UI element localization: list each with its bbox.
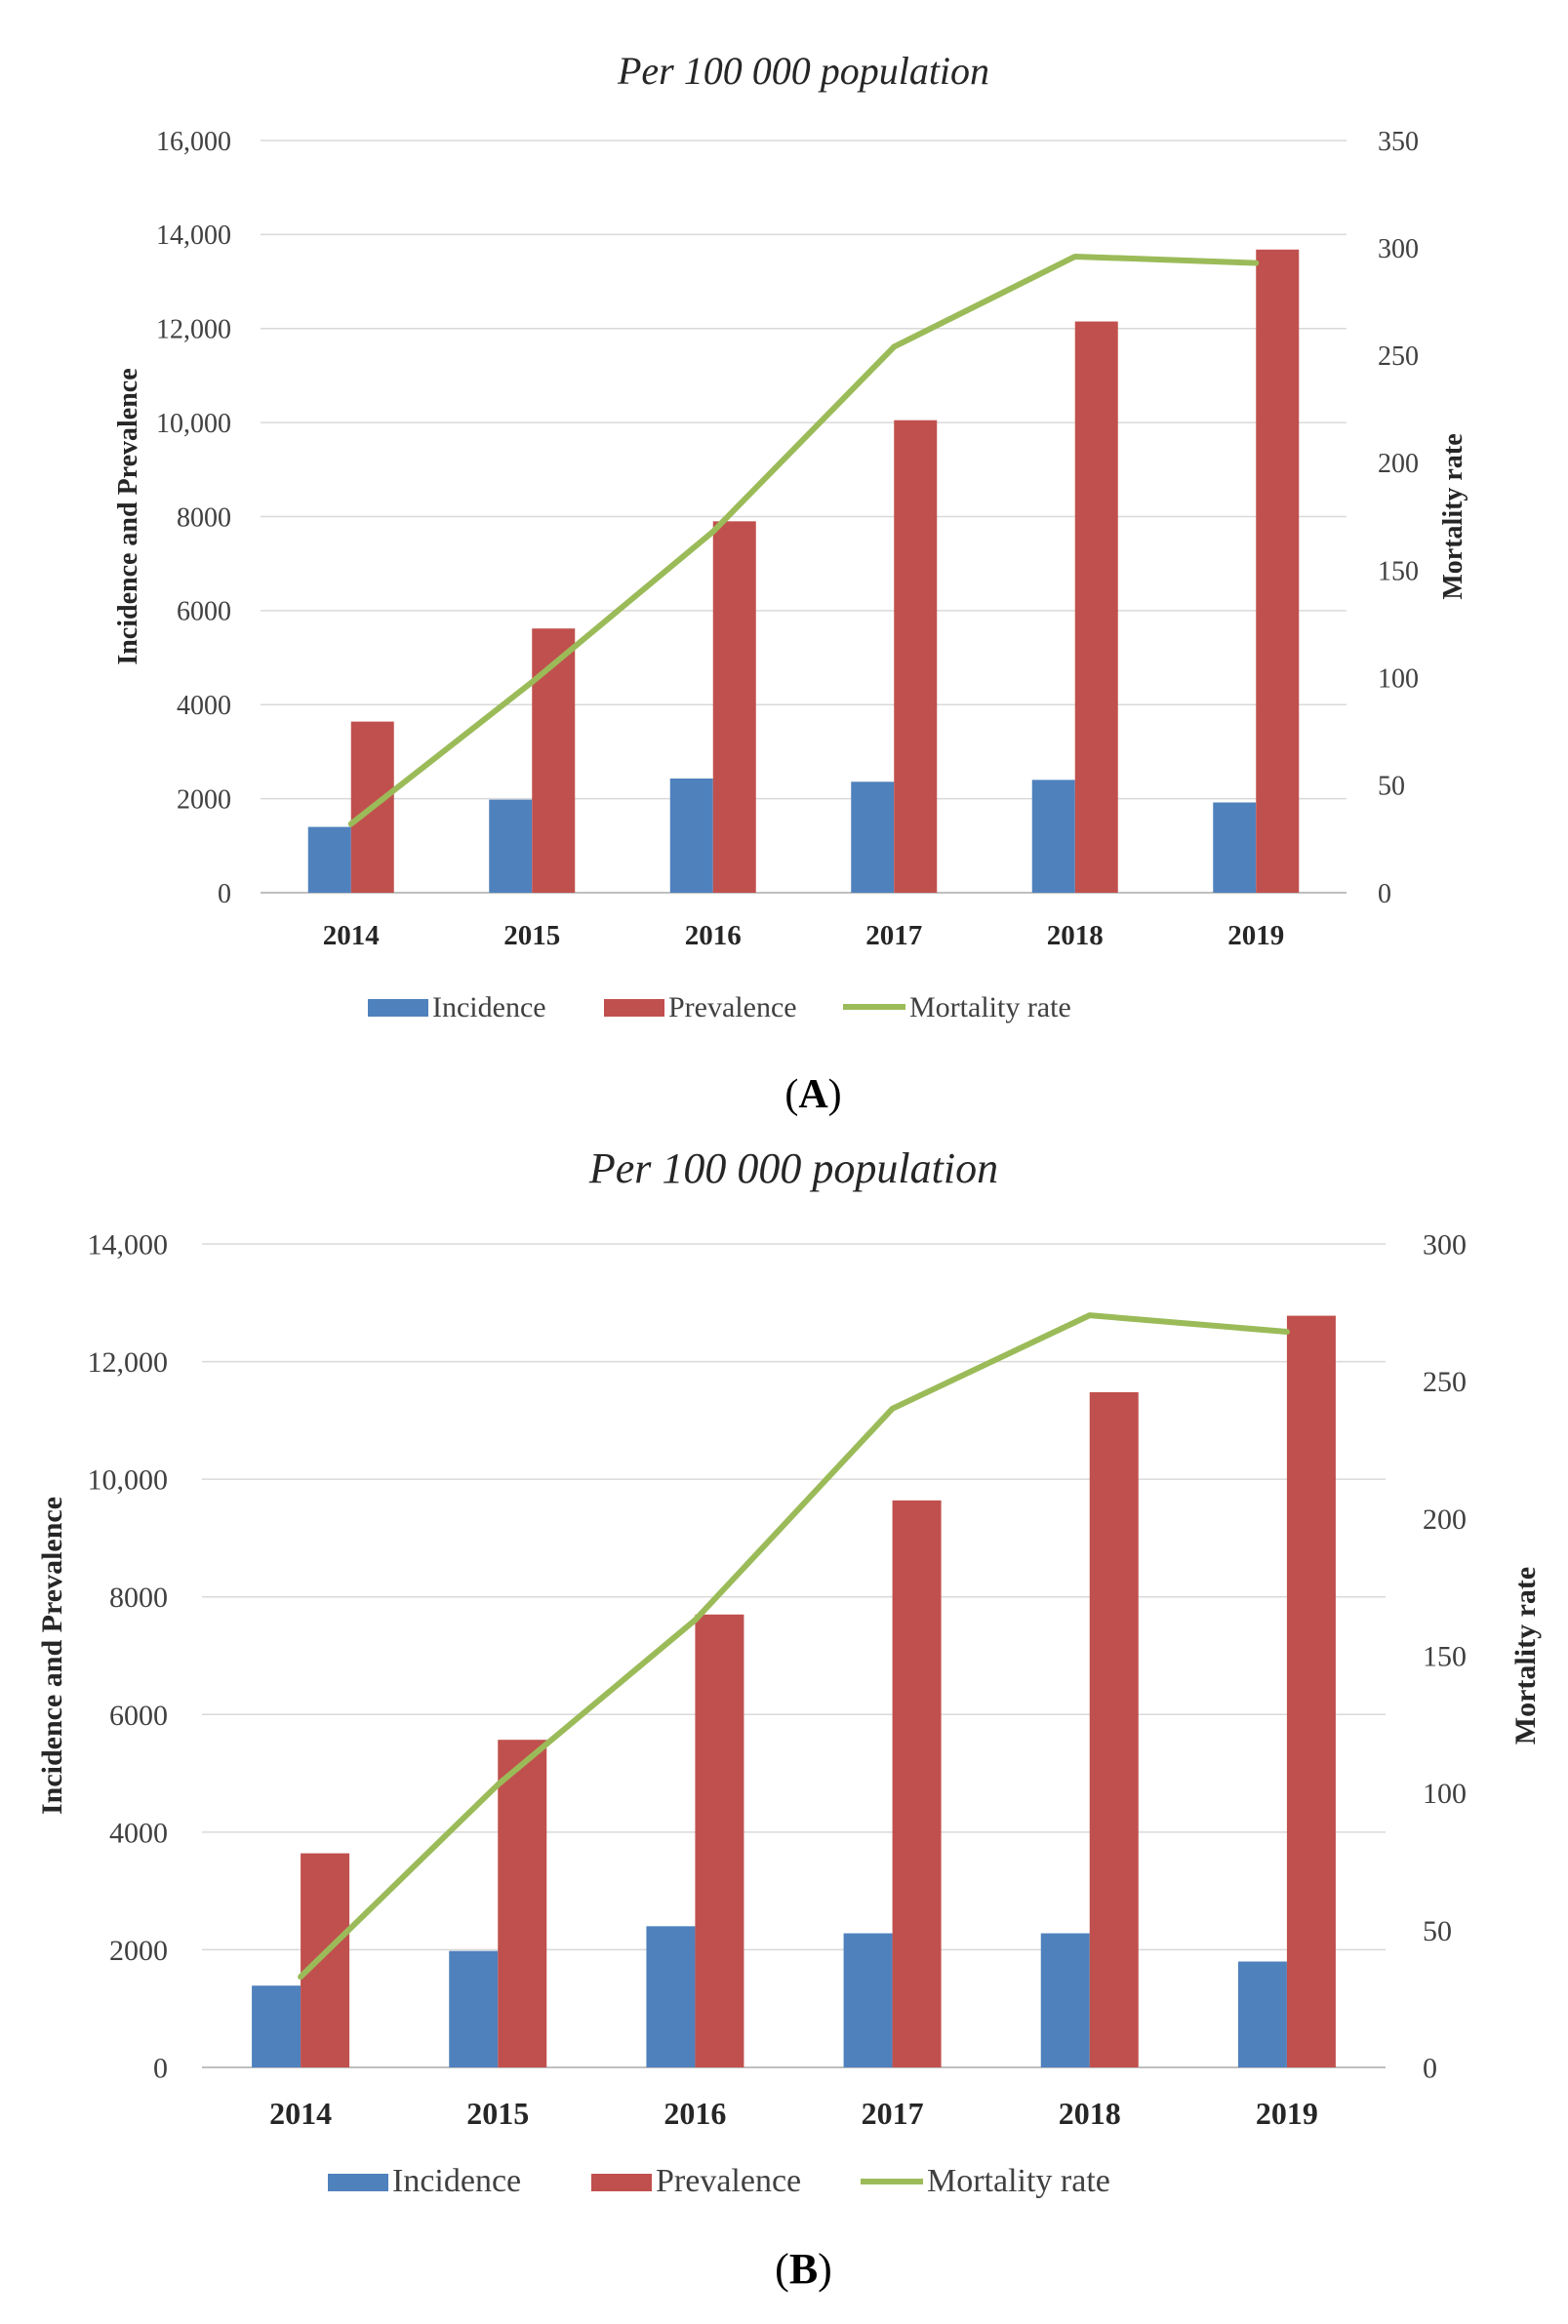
panel-a-y-tick-label: 6000 <box>177 597 231 627</box>
panel-a-incidence-bar <box>669 778 713 893</box>
panel-b-legend-label: Prevalence <box>656 2163 801 2199</box>
panel-b-mortality-rate-line <box>298 1312 1290 1981</box>
panel-a-chart-title: Per 100 000 population <box>617 49 989 93</box>
panel-b-incidence-bar <box>449 1950 499 2067</box>
panel-a-incidence-bar <box>851 781 895 893</box>
panel-b-y2-tick-label: 50 <box>1423 1915 1452 1947</box>
panel-a-legend-swatch-prevalence <box>604 999 664 1017</box>
panel-a-panel-label: (A) <box>784 1072 841 1117</box>
panel-label-part: B <box>789 2245 818 2293</box>
panel-b-y-tick-label: 8000 <box>109 1582 168 1614</box>
panel-a-legend-label: Incidence <box>432 991 546 1023</box>
panel-b-y-axis-label: Incidence and Prevalence <box>36 1497 68 1815</box>
panel-a-legend-label: Prevalence <box>668 991 797 1023</box>
panel-b-y2-tick-label: 100 <box>1423 1778 1467 1810</box>
panel-a-incidence-bar <box>1031 780 1075 893</box>
panel-a-y-tick-label: 2000 <box>177 784 231 815</box>
panel-b-prevalence-bar <box>1286 1315 1336 2067</box>
panel-a-incidence-bar <box>307 826 351 893</box>
panel-a-y-tick-label: 14,000 <box>156 220 231 251</box>
panel-b-y2-axis-label: Mortality rate <box>1509 1567 1542 1744</box>
panel-b-incidence-bar <box>843 1933 893 2067</box>
panel-b-y2-tick-label: 300 <box>1423 1229 1467 1262</box>
panel-b-y-tick-label: 6000 <box>109 1700 168 1732</box>
panel-b-x-tick-label: 2014 <box>269 2096 332 2131</box>
panel-a-legend-swatch-incidence <box>368 999 428 1017</box>
panel-b-legend-swatch-incidence <box>328 2174 388 2191</box>
panel-b-y-tick-label: 14,000 <box>88 1229 169 1262</box>
panel-a-y2-tick-label: 350 <box>1378 127 1419 157</box>
panel-a-x-tick-label: 2014 <box>323 920 380 951</box>
panel-b-prevalence-bar <box>892 1500 942 2067</box>
panel-a-y2-tick-label: 50 <box>1378 772 1405 802</box>
panel-a-y-axis-label: Incidence and Prevalence <box>113 368 143 664</box>
panel-b-prevalence-bar <box>695 1614 744 2067</box>
panel-label-part: ( <box>784 1072 798 1117</box>
panel-b-y-tick-label: 12,000 <box>88 1346 169 1379</box>
panel-b-chart-title: Per 100 000 population <box>588 1144 998 1192</box>
panel-a-x-tick-label: 2016 <box>685 920 742 951</box>
panel-b-prevalence-bar <box>1089 1391 1139 2067</box>
panel-a-mortality-rate-line <box>347 253 1260 827</box>
panel-a-y-tick-label: 10,000 <box>156 409 231 439</box>
panel-a-incidence-bar <box>1213 802 1257 893</box>
panel-b-y-tick-label: 0 <box>153 2053 168 2085</box>
panel-b-x-tick-label: 2019 <box>1256 2096 1318 2131</box>
panel-a-legend-label: Mortality rate <box>909 991 1071 1023</box>
panel-b-x-tick-label: 2015 <box>466 2096 529 2131</box>
panel-label-part: A <box>798 1072 828 1117</box>
chart-panel-a: Per 100 000 population020004000600080001… <box>113 49 1468 1117</box>
panel-a-y2-axis-label: Mortality rate <box>1438 433 1468 599</box>
panel-a-x-tick-label: 2017 <box>865 920 922 951</box>
panel-a-x-tick-label: 2015 <box>503 920 560 951</box>
panel-b-incidence-bar <box>1237 1961 1287 2067</box>
panel-a-prevalence-bar <box>1074 321 1118 894</box>
panel-b-incidence-bar <box>646 1926 696 2067</box>
panel-b-x-tick-label: 2018 <box>1059 2096 1121 2131</box>
panel-label-part: ) <box>828 1072 842 1117</box>
panel-b-y-tick-label: 4000 <box>109 1817 168 1849</box>
panel-a-prevalence-bar <box>712 521 756 893</box>
panel-a-x-tick-label: 2019 <box>1227 920 1284 951</box>
panel-b-y2-tick-label: 0 <box>1423 2053 1437 2085</box>
panel-label-part: ) <box>818 2245 832 2293</box>
panel-b-prevalence-bar <box>301 1853 350 2067</box>
panel-b-legend-label: Incidence <box>392 2163 521 2199</box>
panel-a-y-tick-label: 4000 <box>177 691 231 721</box>
panel-a-y-tick-label: 16,000 <box>156 127 231 157</box>
panel-b-x-tick-label: 2017 <box>862 2096 924 2131</box>
panel-a-y2-tick-label: 100 <box>1378 664 1419 695</box>
panel-b-prevalence-bar <box>498 1740 547 2067</box>
panel-b-y2-tick-label: 200 <box>1423 1503 1467 1536</box>
panel-a-y2-tick-label: 200 <box>1378 449 1419 479</box>
panel-b-y-tick-label: 2000 <box>109 1935 168 1967</box>
panel-a-x-tick-label: 2018 <box>1047 920 1104 951</box>
panel-a-y-tick-label: 0 <box>218 879 231 909</box>
panel-a-y2-tick-label: 250 <box>1378 341 1419 372</box>
panel-a-y2-tick-label: 150 <box>1378 556 1419 586</box>
panel-a-y-tick-label: 12,000 <box>156 315 231 345</box>
panel-a-y-tick-label: 8000 <box>177 502 231 533</box>
panel-a-prevalence-bar <box>532 628 576 893</box>
panel-b-incidence-bar <box>252 1985 302 2067</box>
panel-b-y2-tick-label: 150 <box>1423 1641 1467 1673</box>
panel-label-part: ( <box>775 2245 789 2293</box>
panel-b-y-tick-label: 10,000 <box>88 1464 169 1497</box>
panel-b-x-tick-label: 2016 <box>663 2096 726 2131</box>
panel-b-panel-label: (B) <box>775 2245 832 2293</box>
panel-a-prevalence-bar <box>894 420 938 893</box>
panel-a-prevalence-bar <box>1256 249 1300 894</box>
panel-b-legend-label: Mortality rate <box>927 2163 1110 2199</box>
panel-a-incidence-bar <box>489 799 533 893</box>
panel-b-legend-swatch-prevalence <box>591 2174 652 2191</box>
panel-a-y2-tick-label: 0 <box>1378 879 1391 909</box>
panel-a-y2-tick-label: 300 <box>1378 234 1419 264</box>
panel-b-y2-tick-label: 250 <box>1423 1366 1467 1398</box>
chart-panel-b: Per 100 000 population020004000600080001… <box>36 1144 1542 2293</box>
panel-b-incidence-bar <box>1040 1933 1090 2067</box>
